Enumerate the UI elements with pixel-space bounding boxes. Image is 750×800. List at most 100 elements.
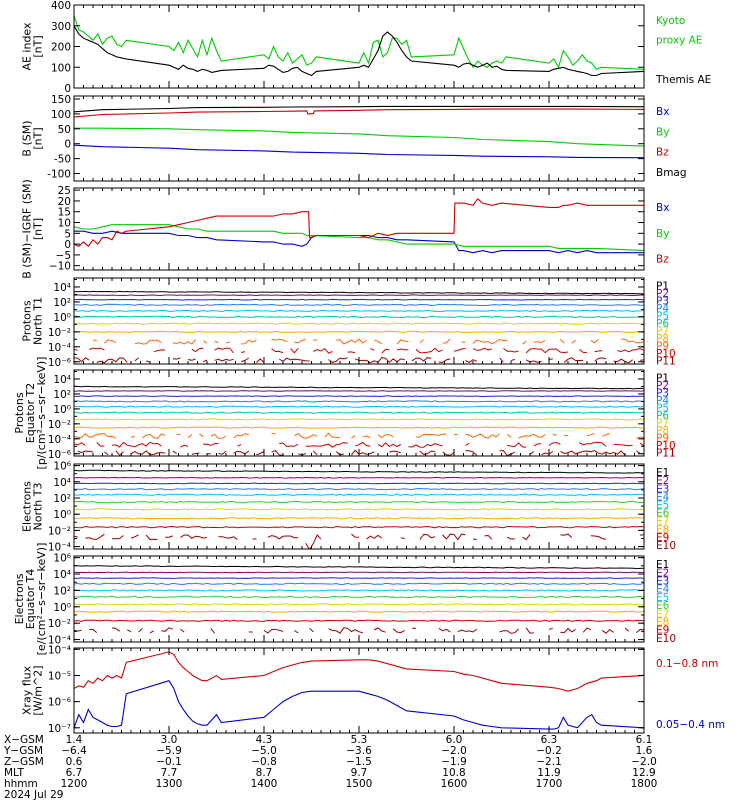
channel-line: [241, 339, 257, 345]
channel-line: [582, 627, 591, 633]
channel-line: [529, 451, 535, 455]
series-line: [74, 25, 644, 77]
legend-entry: E2: [656, 567, 669, 579]
channel-line: [381, 348, 390, 354]
channel-line: [74, 476, 644, 479]
channel-line: [92, 339, 97, 342]
y-axis-title: [nT]: [32, 35, 45, 57]
legend-entry: E2: [656, 475, 669, 487]
ephemeris-value: 1300: [156, 778, 183, 790]
channel-line: [579, 441, 607, 447]
legend-entry: 0.1−0.8 nm: [656, 658, 718, 670]
y-axis-title: [p/(cm²−s−sr−keV)]: [35, 357, 48, 470]
legend-entry: P2: [656, 380, 669, 392]
channel-line: [74, 309, 644, 313]
channel-line: [271, 449, 284, 456]
legend-entry: Bz: [656, 253, 669, 265]
channel-line: [85, 533, 105, 540]
channel-line: [214, 358, 234, 362]
channel-line: [172, 450, 177, 455]
ephemeris-value: 6.3: [541, 734, 558, 746]
y-tick-label: 10⁴: [53, 569, 71, 581]
channel-line: [256, 358, 265, 364]
channel-line: [74, 595, 644, 599]
legend-entry: P3: [656, 388, 669, 400]
legend-entry: P5: [656, 403, 669, 415]
channel-line: [172, 339, 196, 345]
legend-entry: P2: [656, 288, 669, 300]
channel-line: [309, 627, 314, 633]
channel-line: [96, 442, 105, 447]
channel-line: [465, 359, 477, 363]
channel-line: [313, 339, 318, 341]
channel-line: [392, 628, 405, 634]
panel-plot-area: [74, 290, 644, 364]
channel-line: [74, 357, 90, 363]
channel-line: [613, 358, 633, 364]
channel-line: [621, 338, 644, 344]
channel-line: [180, 444, 189, 448]
series-line: [74, 224, 644, 252]
channel-line: [74, 589, 644, 592]
ephemeris-row-label: hhmm: [4, 778, 38, 790]
channel-line: [533, 443, 542, 447]
channel-line: [548, 441, 561, 446]
channel-line: [74, 500, 644, 504]
y-tick-label: 5: [64, 228, 71, 240]
channel-line: [210, 628, 215, 634]
channel-line: [271, 338, 288, 343]
channel-line: [601, 628, 614, 634]
y-tick-label: 10⁰: [53, 509, 71, 521]
channel-line: [590, 535, 607, 540]
channel-line: [294, 630, 299, 634]
ephemeris-value: 11.9: [537, 767, 560, 779]
legend-entry: P7: [656, 325, 669, 337]
channel-line: [571, 339, 576, 344]
channel-line: [74, 482, 644, 485]
legend-entry: E1: [656, 467, 669, 479]
panel-plot-area: [74, 105, 644, 159]
channel-line: [165, 535, 173, 538]
y-tick-label: 10⁰: [53, 404, 71, 416]
legend-entry: P4: [656, 303, 669, 315]
channel-line: [613, 443, 633, 447]
channel-line: [74, 426, 644, 429]
channel-line: [347, 351, 356, 354]
legend-entry: P6: [656, 410, 669, 422]
panel-frame: [73, 555, 645, 643]
panel-frame: [73, 369, 645, 457]
ephemeris-row-label: MLT: [4, 767, 24, 779]
channel-line: [210, 433, 227, 439]
panel-plot-area: [74, 651, 644, 730]
legend-entry: P8: [656, 425, 669, 437]
channel-line: [74, 290, 644, 295]
ephemeris-value: 1400: [251, 778, 278, 790]
channel-line: [522, 340, 527, 345]
channel-line: [96, 357, 128, 364]
ephemeris-value: 4.3: [256, 734, 273, 746]
channel-line: [594, 357, 607, 362]
legend-entry: E7: [656, 608, 669, 620]
y-tick-label: 10⁻⁶: [48, 697, 71, 709]
channel-line: [153, 349, 166, 353]
channel-line: [263, 628, 284, 634]
y-axis-title: [nT]: [32, 127, 45, 149]
y-axis-title: [nT]: [32, 218, 45, 240]
y-axis-title: Equator T2: [24, 383, 37, 443]
y-tick-label: -50: [54, 154, 71, 166]
channel-line: [161, 627, 173, 632]
y-tick-label: 10⁶: [53, 553, 71, 565]
channel-line: [74, 571, 644, 574]
y-axis-title: Electrons: [21, 481, 34, 532]
channel-line: [104, 339, 117, 344]
y-tick-label: −10: [49, 261, 71, 273]
channel-line: [579, 348, 588, 354]
y-tick-label: 10⁴: [53, 282, 71, 294]
legend-entry: P10: [656, 440, 676, 452]
channel-line: [465, 450, 478, 456]
channel-line: [518, 433, 546, 439]
ephemeris-value: −2.0: [441, 745, 467, 757]
y-tick-label: 300: [51, 21, 71, 33]
legend-entry: P5: [656, 311, 669, 323]
